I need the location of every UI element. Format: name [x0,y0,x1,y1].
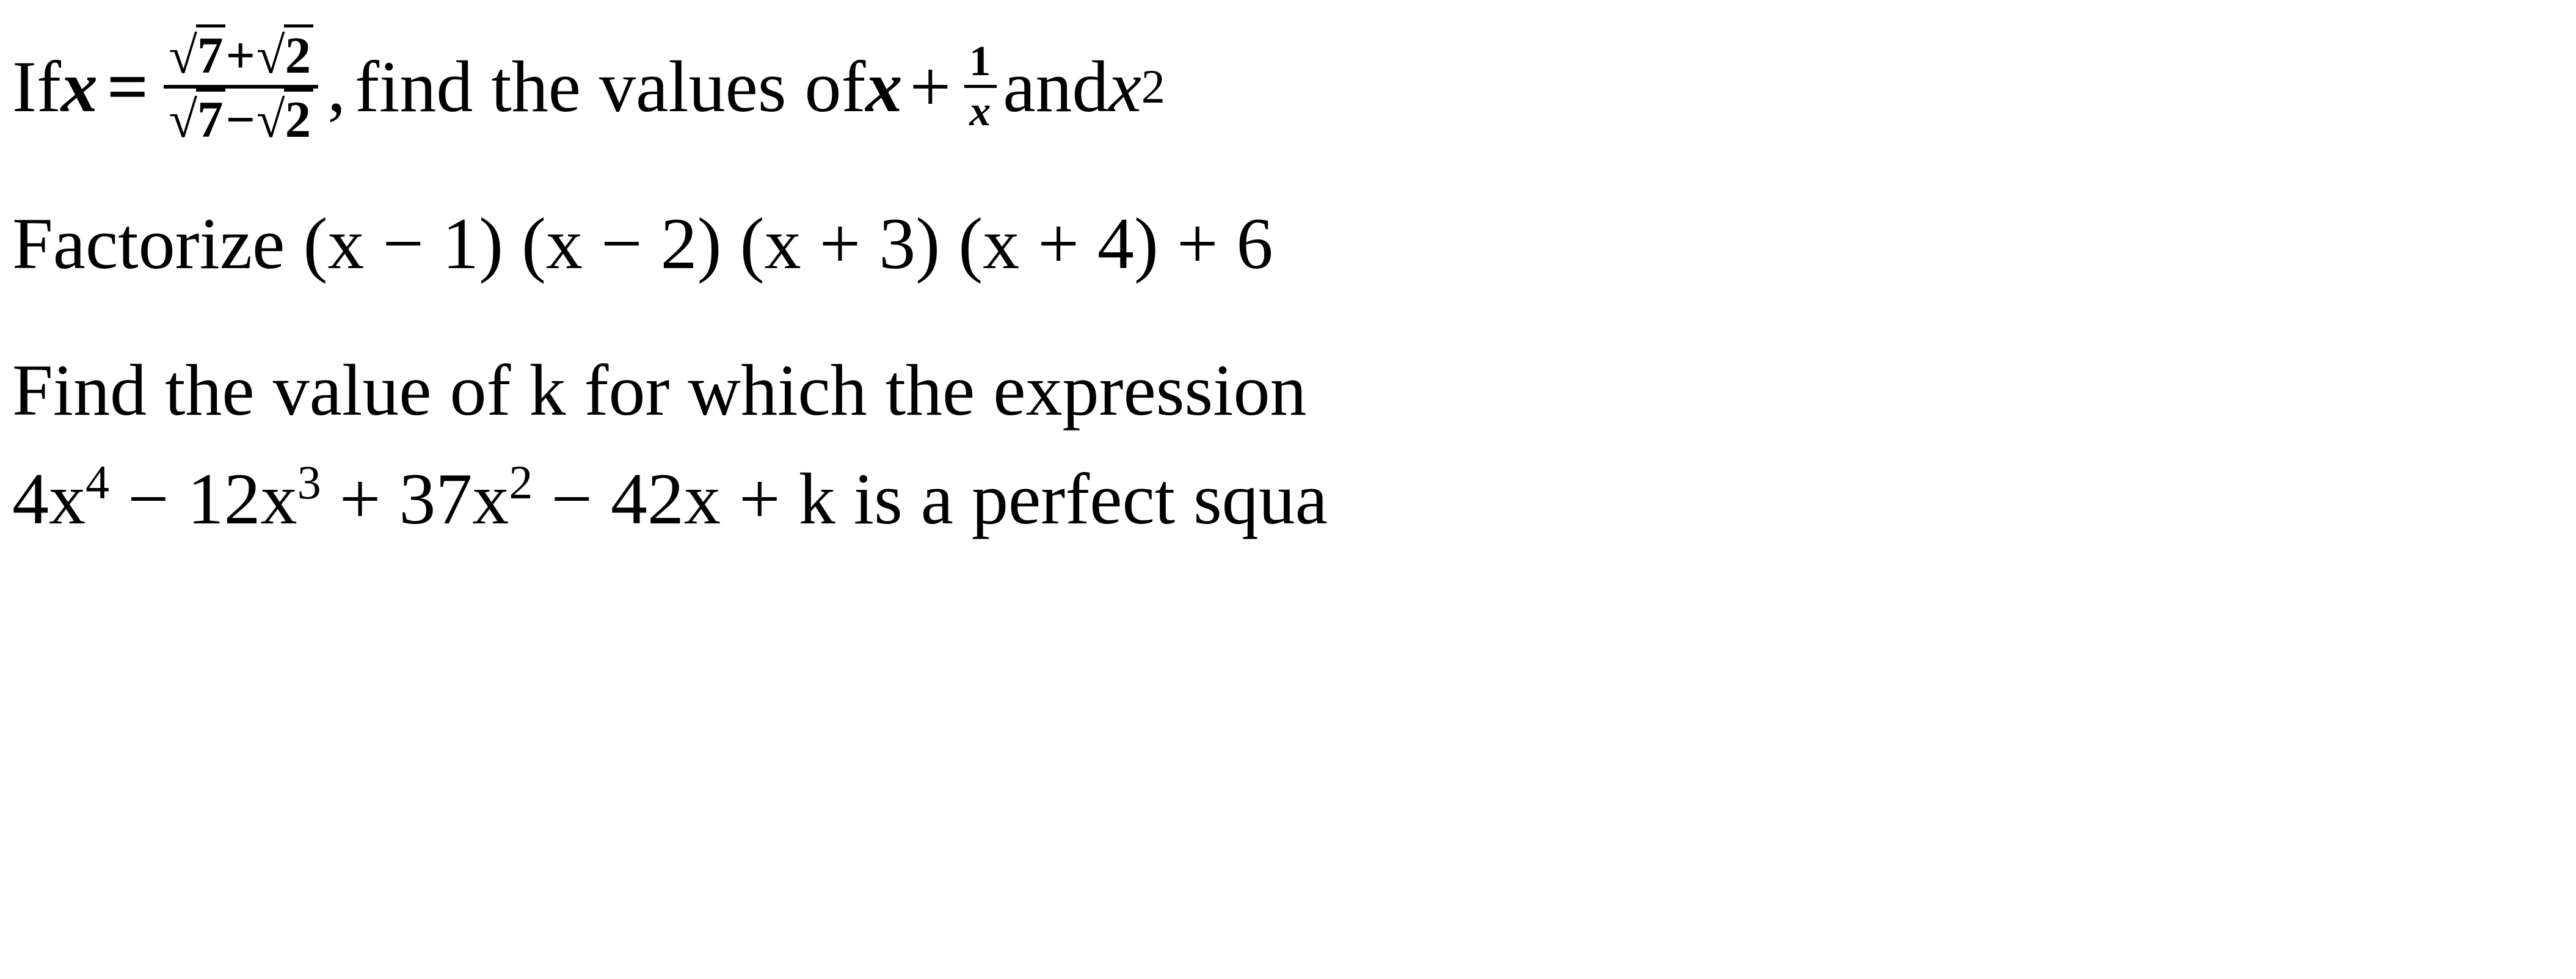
problem-2: Factorize (x − 1) (x − 2) (x + 3) (x + 4… [12,185,2564,302]
poly-term3: + 37x [321,458,509,539]
sqrt-icon: 7 [169,89,225,149]
poly-term4: − 42x + k [533,458,835,539]
factorize-label: Factorize [12,203,303,284]
problem-3: Find the value of k for which the expres… [12,339,2564,550]
fraction-denominator: 7−2 [164,89,318,149]
reciprocal-fraction: 1 x [964,38,997,135]
poly-term3-exp: 2 [509,456,533,509]
sqrt-icon: 2 [257,24,313,85]
poly-term1-coef: 4x [12,458,86,539]
poly-term2: − 12x [109,458,297,539]
main-fraction: 7+2 7−2 [164,24,318,148]
fraction-numerator: 7+2 [164,24,318,89]
plus-sign: + [910,28,951,145]
expr2-x: x [1108,28,1141,145]
frac-num: 1 [964,38,997,88]
problem-1: If x = 7+2 7−2 , find the values of x + … [12,24,2564,148]
problem3-line1: Find the value of k for which the expres… [12,339,2564,442]
problem3-line2: 4x4 − 12x3 + 37x2 − 42x + k is a perfect… [12,448,2564,550]
factorize-expression: (x − 1) (x − 2) (x + 3) (x + 4) + 6 [303,203,1273,284]
var-x: x [61,28,98,145]
perfect-square-tail: is a perfect squa [835,458,1328,539]
if-text: If [12,28,61,145]
find-text: find the values of [355,28,865,145]
expr1-x: x [866,28,903,145]
sqrt-icon: 7 [169,24,225,85]
equals-sign: = [107,28,148,145]
sqrt-icon: 2 [257,89,313,149]
poly-term2-exp: 3 [297,456,321,509]
frac-den: x [964,88,997,135]
comma: , [327,28,346,145]
poly-term1-exp: 4 [86,456,109,509]
and-text: and [1003,28,1108,145]
